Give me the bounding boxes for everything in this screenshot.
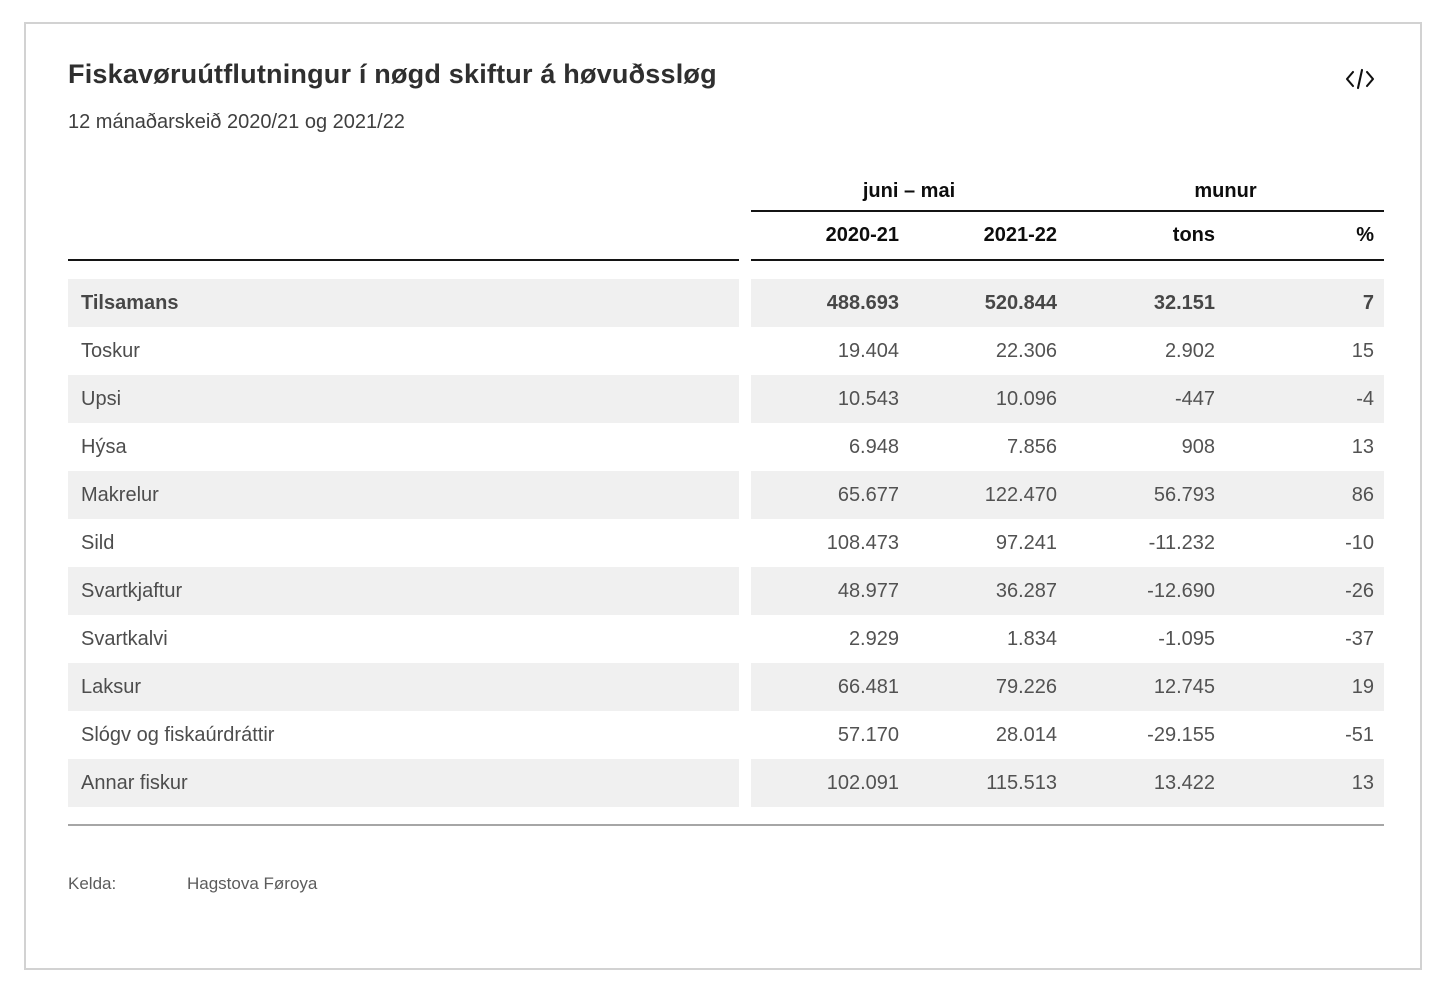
row-label: Toskur bbox=[81, 339, 140, 362]
row-label: Hýsa bbox=[81, 435, 127, 458]
cell-tons: -447 bbox=[1067, 375, 1225, 423]
row-label: Annar fiskur bbox=[68, 759, 739, 807]
cell-2021-22: 7.856 bbox=[1006, 435, 1057, 458]
cell-percent: 19 bbox=[1225, 663, 1384, 711]
cell-2021-22: 122.470 bbox=[909, 471, 1067, 519]
cell-2020-21: 57.170 bbox=[837, 723, 899, 746]
page-subtitle: 12 mánaðarskeið 2020/21 og 2021/22 bbox=[68, 111, 405, 133]
source-value: Hagstova Føroya bbox=[187, 874, 318, 893]
table-row: Hýsa 6.948 7.856 908 13 bbox=[68, 423, 1384, 471]
cell-2021-22: 115.513 bbox=[909, 759, 1067, 807]
cell-2021-22: 79.226 bbox=[909, 663, 1067, 711]
column-header-2020-21: 2020-21 bbox=[825, 224, 899, 246]
cell-2021-22: 28.014 bbox=[995, 723, 1057, 746]
cell-percent: -4 bbox=[1225, 375, 1384, 423]
group-header-rule bbox=[751, 210, 1384, 212]
cell-tons: 56.793 bbox=[1067, 471, 1225, 519]
embed-code-button[interactable] bbox=[1336, 60, 1384, 98]
cell-2020-21: 488.693 bbox=[751, 279, 909, 327]
row-label: Slógv og fiskaúrdráttir bbox=[81, 723, 275, 746]
group-header-munur: munur bbox=[1194, 180, 1257, 202]
table-row: Slógv og fiskaúrdráttir 57.170 28.014 -2… bbox=[68, 711, 1384, 759]
cell-tons: 908 bbox=[1181, 435, 1215, 458]
table-column-header-row: 2020-21 2021-22 tons % bbox=[68, 212, 1384, 259]
table-body: Tilsamans 488.693 520.844 32.151 7 Tosku… bbox=[68, 279, 1384, 807]
cell-2021-22: 36.287 bbox=[909, 567, 1067, 615]
row-label: Svartkalvi bbox=[81, 627, 168, 650]
column-header-rule bbox=[68, 259, 1384, 261]
table-row: Svartkjaftur 48.977 36.287 -12.690 -26 bbox=[68, 567, 1384, 615]
source-line: Kelda: Hagstova Føroya bbox=[68, 874, 1384, 894]
table-row: Annar fiskur 102.091 115.513 13.422 13 bbox=[68, 759, 1384, 807]
cell-percent: 86 bbox=[1225, 471, 1384, 519]
cell-2020-21: 6.948 bbox=[848, 435, 899, 458]
column-header-tons: tons bbox=[1172, 224, 1215, 246]
header-bar: Fiskavøruútflutningur í nøgd skiftur á h… bbox=[68, 58, 1384, 98]
cell-tons: -1.095 bbox=[1158, 627, 1215, 650]
page-title: Fiskavøruútflutningur í nøgd skiftur á h… bbox=[68, 59, 717, 89]
table-row-total: Tilsamans 488.693 520.844 32.151 7 bbox=[68, 279, 1384, 327]
source-label: Kelda: bbox=[68, 874, 117, 893]
row-label: Makrelur bbox=[68, 471, 739, 519]
cell-2020-21: 2.929 bbox=[848, 627, 899, 650]
cell-percent: -51 bbox=[1345, 723, 1374, 746]
cell-percent: 15 bbox=[1351, 339, 1374, 362]
table-card: Fiskavøruútflutningur í nøgd skiftur á h… bbox=[24, 22, 1422, 970]
cell-tons: 2.902 bbox=[1164, 339, 1215, 362]
cell-percent: 13 bbox=[1351, 435, 1374, 458]
cell-tons: 12.745 bbox=[1067, 663, 1225, 711]
cell-percent: -26 bbox=[1225, 567, 1384, 615]
row-label: Svartkjaftur bbox=[68, 567, 739, 615]
cell-2021-22: 22.306 bbox=[995, 339, 1057, 362]
cell-2020-21: 66.481 bbox=[751, 663, 909, 711]
cell-2020-21: 108.473 bbox=[826, 531, 899, 554]
row-label: Sild bbox=[81, 531, 115, 554]
cell-2021-22: 520.844 bbox=[909, 279, 1067, 327]
cell-tons: 32.151 bbox=[1067, 279, 1225, 327]
data-table: juni – mai munur 2020-21 2021-22 tons % … bbox=[68, 168, 1384, 826]
cell-percent: 13 bbox=[1225, 759, 1384, 807]
table-row: Laksur 66.481 79.226 12.745 19 bbox=[68, 663, 1384, 711]
column-header-percent: % bbox=[1356, 224, 1374, 246]
card-content: Fiskavøruútflutningur í nøgd skiftur á h… bbox=[26, 24, 1384, 894]
table-row: Sild 108.473 97.241 -11.232 -10 bbox=[68, 519, 1384, 567]
cell-2020-21: 102.091 bbox=[751, 759, 909, 807]
table-row: Svartkalvi 2.929 1.834 -1.095 -37 bbox=[68, 615, 1384, 663]
cell-2021-22: 97.241 bbox=[995, 531, 1057, 554]
cell-2020-21: 65.677 bbox=[751, 471, 909, 519]
table-bottom-rule bbox=[68, 824, 1384, 826]
row-label: Laksur bbox=[68, 663, 739, 711]
cell-2021-22: 10.096 bbox=[909, 375, 1067, 423]
cell-2020-21: 10.543 bbox=[751, 375, 909, 423]
cell-percent: -10 bbox=[1345, 531, 1374, 554]
cell-percent: 7 bbox=[1225, 279, 1384, 327]
code-icon bbox=[1344, 68, 1376, 95]
cell-tons: 13.422 bbox=[1067, 759, 1225, 807]
cell-tons: -12.690 bbox=[1067, 567, 1225, 615]
row-label: Upsi bbox=[68, 375, 739, 423]
cell-tons: -29.155 bbox=[1147, 723, 1215, 746]
table-group-header-row: juni – mai munur bbox=[68, 168, 1384, 210]
table-row: Upsi 10.543 10.096 -447 -4 bbox=[68, 375, 1384, 423]
table-row: Makrelur 65.677 122.470 56.793 86 bbox=[68, 471, 1384, 519]
cell-2021-22: 1.834 bbox=[1006, 627, 1057, 650]
table-row: Toskur 19.404 22.306 2.902 15 bbox=[68, 327, 1384, 375]
cell-2020-21: 48.977 bbox=[751, 567, 909, 615]
cell-tons: -11.232 bbox=[1148, 531, 1215, 554]
group-header-juni-mai: juni – mai bbox=[862, 180, 956, 202]
row-label: Tilsamans bbox=[68, 279, 739, 327]
column-header-2021-22: 2021-22 bbox=[983, 224, 1057, 246]
cell-2020-21: 19.404 bbox=[837, 339, 899, 362]
cell-percent: -37 bbox=[1345, 627, 1374, 650]
